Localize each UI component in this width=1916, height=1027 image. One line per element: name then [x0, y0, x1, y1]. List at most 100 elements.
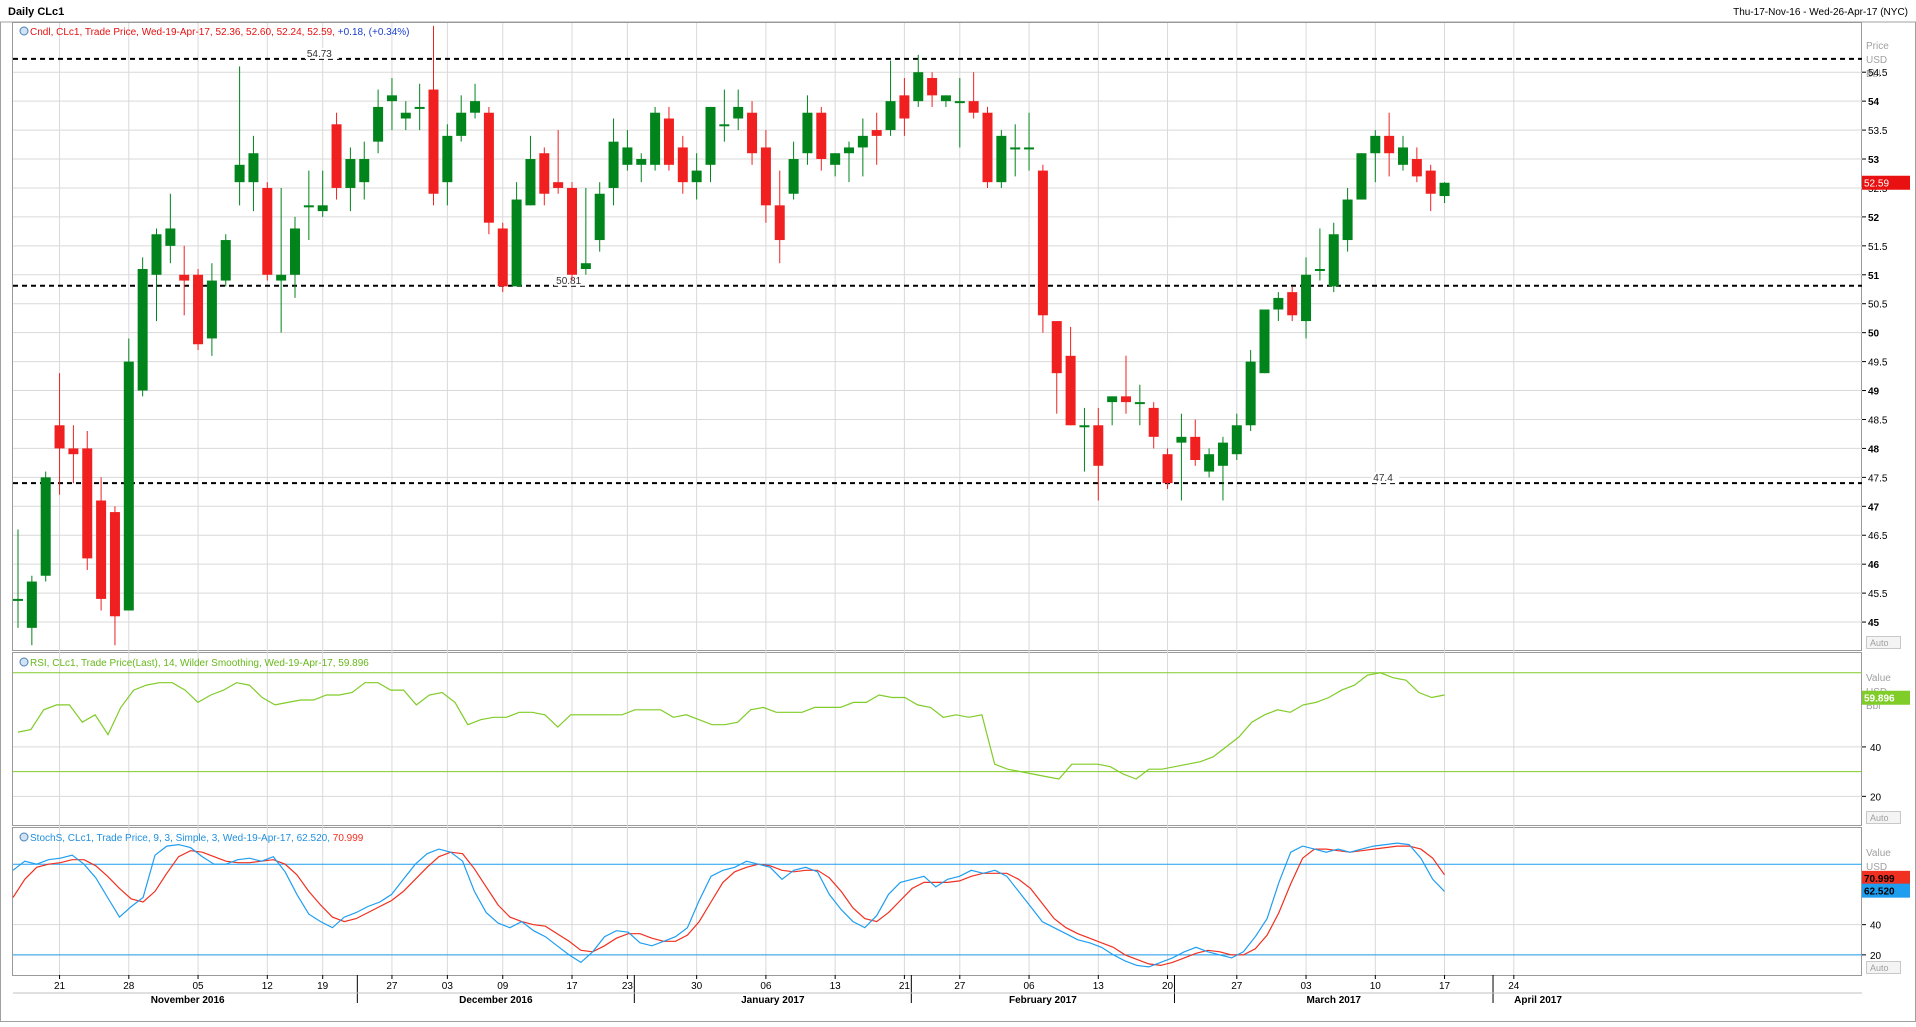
candle-down	[567, 187, 577, 275]
stoch-axis-title: Value USD	[1866, 848, 1891, 873]
stoch-tick-label: 20	[1870, 951, 1882, 962]
stoch-legend-text: StochS, CLc1, Trade Price, 9, 3, Simple,…	[30, 833, 364, 844]
candle-down	[54, 425, 65, 449]
price-tick-label: 48	[1868, 444, 1880, 455]
rsi-auto-button[interactable]: Auto	[1866, 811, 1901, 824]
candle-down	[677, 147, 688, 183]
candle-up	[525, 159, 536, 206]
candle-up	[650, 112, 661, 165]
month-label: November 2016	[151, 995, 225, 1006]
auto-button-frame[interactable]	[1866, 636, 1901, 649]
candle-down	[747, 112, 758, 154]
x-tick-label: 03	[1300, 981, 1312, 992]
rsi-value-tag	[1862, 690, 1910, 705]
price-panel[interactable]	[12, 22, 1862, 651]
candle-down	[1065, 355, 1076, 426]
candle-up	[913, 72, 924, 102]
axis-title-line: USD	[1866, 862, 1887, 873]
candle-up	[151, 234, 162, 275]
candle-up	[290, 228, 300, 275]
x-tick-label: 06	[1023, 981, 1035, 992]
candle-up	[386, 95, 397, 102]
stoch-legend[interactable]: StochS, CLc1, Trade Price, 9, 3, Simple,…	[19, 832, 364, 844]
candle-down	[1051, 321, 1062, 374]
x-tick-label: 27	[954, 981, 966, 992]
candle-up	[40, 477, 51, 576]
candle-up	[13, 598, 23, 601]
x-tick-label: 09	[497, 981, 509, 992]
candle-up	[1079, 425, 1090, 428]
auto-button-frame[interactable]	[1866, 961, 1901, 974]
legend-circle-icon[interactable]	[19, 832, 29, 842]
price-tick-label: 51	[1868, 271, 1880, 282]
price-legend-text: Cndl, CLc1, Trade Price, Wed-19-Apr-17, …	[30, 27, 410, 38]
month-label: January 2017	[741, 995, 805, 1006]
reference-label: 47.4	[1373, 473, 1393, 484]
rsi-tick-label: 20	[1870, 792, 1882, 803]
stochastic-series	[12, 842, 1862, 968]
candle-up	[345, 159, 356, 188]
x-tick-label: 30	[691, 981, 703, 992]
x-tick-label: 03	[442, 981, 454, 992]
candle-up	[1356, 153, 1367, 200]
candle-down	[331, 124, 342, 188]
rsi-panel[interactable]	[12, 652, 1862, 826]
x-tick-label: 12	[262, 981, 274, 992]
price-auto-button[interactable]: Auto	[1866, 636, 1901, 649]
candle-up	[733, 106, 744, 119]
candle-up	[234, 164, 245, 183]
candle-down	[96, 500, 107, 599]
candle-down	[109, 512, 120, 617]
candle-up	[26, 581, 37, 628]
chart-title: Daily CLc1	[8, 6, 64, 18]
auto-label: Auto	[1870, 638, 1889, 648]
candle-down	[1121, 396, 1131, 403]
price-tick-label: 54	[1868, 97, 1880, 108]
axis-title-line: Value	[1866, 848, 1891, 859]
reference-label-bg	[1371, 472, 1400, 484]
stoch-d-label: 70.999	[1864, 874, 1895, 885]
rsi-series	[13, 672, 1862, 780]
candle-down	[539, 153, 550, 194]
candle-up	[788, 159, 799, 194]
candle-up	[719, 124, 730, 127]
reference-label: 54.73	[307, 49, 332, 60]
price-legend[interactable]: Cndl, CLc1, Trade Price, Wed-19-Apr-17, …	[19, 26, 410, 38]
candle-up	[580, 263, 591, 269]
candle-up	[1245, 361, 1256, 426]
price-tick-label: 53.5	[1868, 126, 1888, 137]
candle-up	[373, 106, 384, 142]
candle-down	[1162, 454, 1173, 484]
stoch-panel[interactable]	[12, 827, 1862, 976]
x-tick-label: 27	[1231, 981, 1243, 992]
candle-up	[206, 280, 217, 339]
price-tick-label: 50.5	[1868, 300, 1888, 311]
legend-circle-icon[interactable]	[19, 657, 29, 667]
candle-up	[470, 101, 481, 113]
legend-circle-icon[interactable]	[19, 26, 29, 36]
rsi-legend[interactable]: RSI, CLc1, Trade Price(Last), 14, Wilder…	[19, 657, 369, 669]
stoch-auto-button[interactable]: Auto	[1866, 961, 1901, 974]
candle-down	[1384, 135, 1395, 154]
rsi-line	[17, 672, 1445, 780]
candle-up	[220, 240, 231, 281]
price-tick-label: 49.5	[1868, 358, 1888, 369]
price-tick-label: 47.5	[1868, 473, 1888, 484]
auto-button-frame[interactable]	[1866, 811, 1901, 824]
candle-up	[954, 101, 965, 104]
candle-up	[1010, 147, 1021, 150]
stoch-k-line	[12, 842, 1445, 968]
candle-down	[1425, 170, 1436, 194]
gridlines	[13, 23, 1862, 975]
axis-title-line: Price	[1866, 41, 1889, 52]
candle-up	[705, 106, 716, 165]
candle-up	[1439, 182, 1450, 197]
candle-down	[68, 448, 79, 455]
axis-title-line: Bbl	[1866, 69, 1880, 80]
candle-up	[1259, 309, 1270, 374]
candle-up	[622, 147, 633, 165]
candle-up	[1217, 442, 1228, 466]
candle-up	[137, 268, 148, 391]
candle-up	[830, 153, 841, 165]
